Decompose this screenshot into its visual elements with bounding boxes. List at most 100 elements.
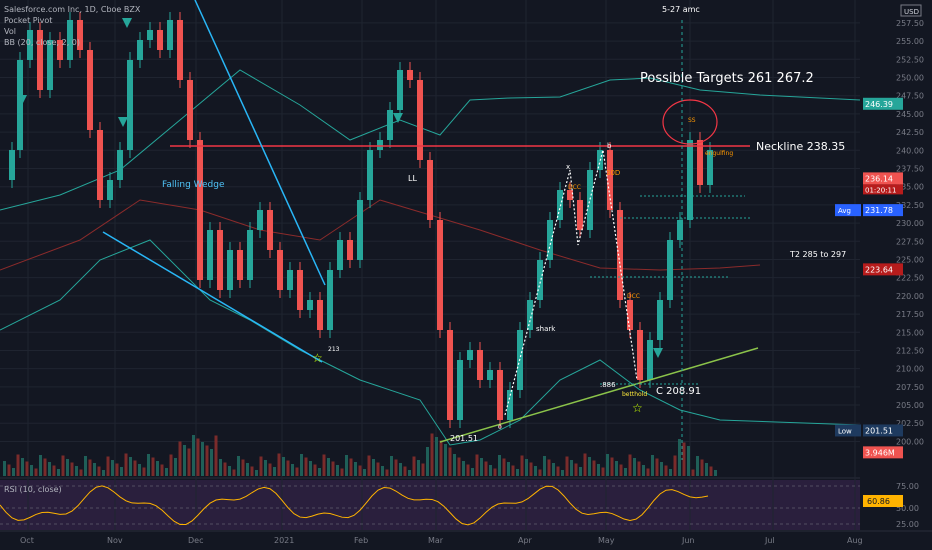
candle-body xyxy=(87,50,93,130)
candle-body xyxy=(287,270,293,290)
volume-bar xyxy=(624,468,627,476)
volume-bar xyxy=(268,463,272,476)
rsi-line xyxy=(0,485,709,526)
candle-body xyxy=(357,200,363,260)
candle-body xyxy=(327,270,333,330)
volume-bar xyxy=(192,435,195,476)
candle-body xyxy=(637,330,643,380)
time-axis-label: Oct xyxy=(20,536,34,545)
candle-body xyxy=(307,300,313,310)
volume-bar xyxy=(147,454,150,476)
rsi-badge xyxy=(863,495,903,507)
volume-bar xyxy=(660,462,663,476)
volume-bar xyxy=(205,445,209,476)
candle-body xyxy=(237,250,243,280)
rsi-tick-label: 25.00 xyxy=(896,520,919,529)
time-axis-label: Nov xyxy=(107,536,123,545)
volume-bar xyxy=(475,454,479,476)
volume-bar xyxy=(232,469,236,476)
volume-bar xyxy=(196,438,200,476)
price-tick-label: 235.00 xyxy=(896,183,924,192)
volume-bar xyxy=(345,455,348,476)
volume-bar xyxy=(102,470,105,476)
price-tick-label: 202.50 xyxy=(896,419,924,428)
volume-bar xyxy=(178,441,182,476)
price-tick-label: 200.00 xyxy=(896,437,924,446)
volume-bar xyxy=(66,459,69,476)
candle-body xyxy=(57,40,63,60)
volume-bar xyxy=(691,469,695,476)
candle-body xyxy=(627,300,633,330)
volume-bar xyxy=(516,469,519,476)
volume-bar xyxy=(642,465,645,476)
highlight-ellipse xyxy=(662,99,718,145)
volume-bar xyxy=(543,456,546,476)
ll-label: LL xyxy=(408,174,417,183)
rsi-badge-text: 60.86 xyxy=(867,497,890,506)
candle-body xyxy=(9,150,15,180)
volume-bar xyxy=(7,464,11,476)
volume-bar xyxy=(39,455,42,476)
volume-bar xyxy=(421,463,425,476)
countdown-badge xyxy=(863,184,903,195)
price-badge-label-box xyxy=(835,204,861,217)
volume-bar xyxy=(394,459,398,476)
price-tick-label: 237.50 xyxy=(896,164,924,173)
candle-body xyxy=(547,220,553,260)
volume-bar xyxy=(129,457,132,476)
candle-body xyxy=(467,350,473,360)
indicator-label: Pocket Pivot xyxy=(4,16,52,25)
candle-body xyxy=(647,340,653,380)
volume-bar xyxy=(106,456,110,476)
volume-bar xyxy=(291,464,294,476)
volume-bar xyxy=(489,465,492,476)
candle-body xyxy=(607,150,613,210)
volume-bar xyxy=(502,458,506,476)
volume-bar xyxy=(273,467,276,476)
candle-body xyxy=(477,350,483,380)
bollinger-lower-band xyxy=(0,239,861,446)
volume-bar xyxy=(169,454,173,476)
price-tick-label: 257.50 xyxy=(896,19,924,28)
volume-bar xyxy=(97,466,101,476)
price-badge xyxy=(863,172,903,185)
candle-body xyxy=(417,80,423,160)
candle-body xyxy=(317,300,323,330)
time-axis-label: Feb xyxy=(354,536,368,545)
candle-body xyxy=(247,230,253,280)
pocket-pivot-arrow xyxy=(653,348,663,358)
time-axis-label: Jul xyxy=(764,536,775,545)
volume-bar xyxy=(714,470,717,476)
volume-bar xyxy=(453,454,456,476)
volume-bar xyxy=(547,459,551,476)
volume-bar xyxy=(354,462,357,476)
targets-label: Possible Targets 261 267.2 xyxy=(640,71,814,86)
volume-bar xyxy=(25,461,29,476)
candle-body xyxy=(367,150,373,200)
candle-body xyxy=(207,230,213,280)
candle-body xyxy=(267,210,273,250)
candle-body xyxy=(217,230,223,290)
time-axis-label: Apr xyxy=(518,536,533,545)
point-b-label: b xyxy=(607,142,612,150)
volume-bar xyxy=(507,462,510,476)
candle-body xyxy=(427,160,433,220)
candle-body xyxy=(77,20,83,50)
price-badge xyxy=(863,263,903,276)
candle-body xyxy=(27,30,33,60)
shark-label: shark xyxy=(536,325,556,333)
volume-bar xyxy=(484,461,488,476)
candle-body xyxy=(117,150,123,180)
volume-bar xyxy=(552,463,555,476)
volume-bar xyxy=(669,469,672,476)
volume-bar xyxy=(313,464,317,476)
price-tick-label: 230.00 xyxy=(896,219,924,228)
volume-bar xyxy=(637,461,641,476)
volume-bar xyxy=(21,458,24,476)
time-axis-label: Dec xyxy=(188,536,203,545)
volume-bar xyxy=(403,466,407,476)
volume-bar xyxy=(250,466,254,476)
candle-body xyxy=(157,30,163,50)
